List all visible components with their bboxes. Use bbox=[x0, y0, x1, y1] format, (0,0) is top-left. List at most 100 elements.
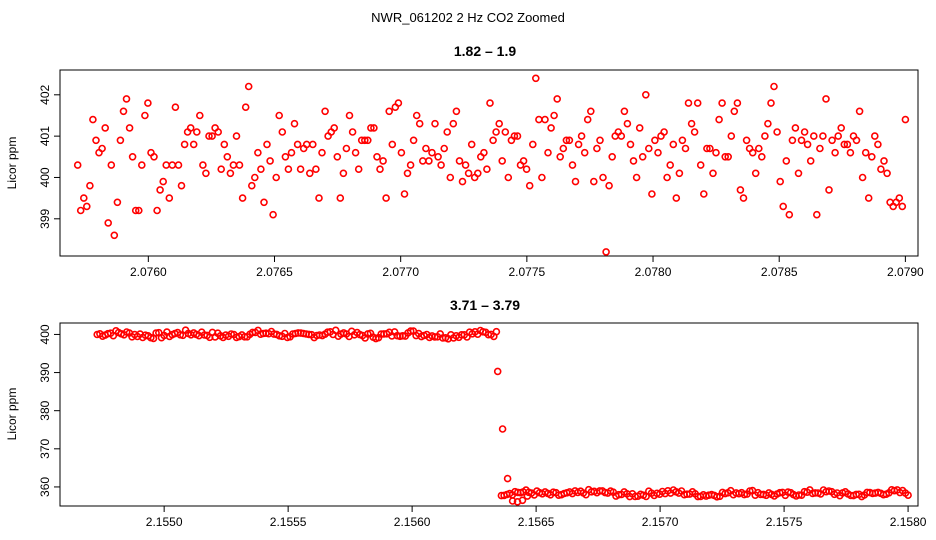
data-point bbox=[354, 165, 363, 173]
data-point bbox=[315, 194, 323, 202]
y-tick-label: 390 bbox=[38, 362, 52, 382]
data-point bbox=[418, 157, 427, 165]
x-tick-label: 2.1565 bbox=[518, 515, 555, 529]
data-point bbox=[870, 132, 879, 140]
data-point bbox=[904, 491, 912, 500]
data-point bbox=[803, 140, 812, 149]
data-point bbox=[880, 157, 888, 165]
data-point bbox=[443, 128, 452, 136]
data-point bbox=[788, 136, 797, 145]
data-point bbox=[703, 144, 711, 153]
data-point bbox=[135, 206, 143, 215]
data-point bbox=[528, 140, 537, 149]
data-point bbox=[220, 140, 229, 149]
data-point bbox=[104, 219, 112, 227]
data-point bbox=[538, 173, 546, 182]
data-point bbox=[525, 181, 534, 190]
data-point bbox=[531, 74, 540, 83]
data-point bbox=[257, 165, 265, 173]
data-point bbox=[422, 144, 430, 153]
data-point bbox=[394, 99, 403, 107]
data-point bbox=[431, 119, 439, 128]
data-point bbox=[425, 157, 433, 165]
data-point bbox=[321, 107, 329, 116]
data-point bbox=[724, 153, 733, 161]
data-point bbox=[86, 181, 94, 190]
data-point bbox=[144, 99, 152, 107]
data-point bbox=[296, 165, 305, 173]
data-point bbox=[504, 173, 513, 182]
data-point bbox=[452, 107, 461, 116]
data-point bbox=[489, 136, 497, 145]
data-point bbox=[678, 136, 687, 145]
data-point bbox=[458, 177, 467, 186]
data-point bbox=[119, 107, 128, 116]
data-point bbox=[370, 124, 378, 132]
data-point bbox=[113, 198, 122, 207]
data-point bbox=[730, 107, 739, 116]
data-point bbox=[608, 153, 617, 161]
panel-top-points bbox=[73, 74, 910, 256]
panel-top-y-axis-label: Licor ppm bbox=[5, 137, 19, 190]
data-point bbox=[840, 140, 849, 149]
data-point bbox=[223, 153, 232, 161]
panel-bottom-y-axis-label: Licor ppm bbox=[5, 388, 19, 441]
data-point bbox=[877, 165, 885, 173]
y-tick-label: 400 bbox=[38, 324, 52, 344]
data-point bbox=[473, 169, 482, 178]
data-point bbox=[669, 140, 678, 149]
data-point bbox=[580, 148, 589, 157]
x-tick-label: 2.0790 bbox=[887, 265, 924, 279]
data-point bbox=[116, 136, 125, 145]
data-point bbox=[577, 132, 586, 140]
data-point bbox=[898, 202, 907, 211]
data-point bbox=[174, 161, 183, 169]
panel-bottom-title: 3.71 – 3.79 bbox=[450, 297, 520, 313]
data-point bbox=[186, 124, 195, 132]
data-point bbox=[901, 115, 910, 124]
data-point bbox=[241, 103, 250, 111]
data-point bbox=[98, 144, 106, 153]
data-point bbox=[513, 132, 522, 140]
data-point bbox=[571, 177, 580, 186]
data-point bbox=[281, 153, 290, 161]
data-point bbox=[855, 107, 864, 116]
data-point bbox=[672, 194, 681, 202]
data-point bbox=[290, 119, 299, 128]
data-point bbox=[305, 169, 314, 178]
data-point bbox=[583, 115, 592, 124]
data-point bbox=[339, 169, 348, 178]
data-point bbox=[574, 140, 583, 149]
data-point bbox=[754, 144, 763, 153]
data-point bbox=[400, 190, 409, 198]
data-point bbox=[883, 169, 891, 178]
data-point bbox=[244, 82, 253, 91]
data-point bbox=[260, 198, 268, 207]
data-point bbox=[727, 132, 736, 140]
data-point bbox=[492, 128, 500, 136]
data-point bbox=[648, 190, 656, 198]
panel-top-y-axis: 399 400 401 402 bbox=[38, 84, 61, 229]
data-point bbox=[229, 161, 238, 169]
data-point bbox=[559, 144, 568, 153]
data-point bbox=[764, 119, 772, 128]
data-point bbox=[208, 132, 216, 140]
data-point bbox=[837, 124, 846, 132]
data-point bbox=[651, 136, 659, 145]
data-point bbox=[342, 144, 351, 153]
data-point bbox=[336, 194, 345, 202]
x-tick-label: 2.0765 bbox=[256, 265, 293, 279]
data-point bbox=[92, 136, 100, 145]
data-point bbox=[605, 181, 613, 190]
data-point bbox=[718, 99, 726, 107]
data-point bbox=[385, 107, 394, 116]
data-point bbox=[690, 128, 699, 136]
data-point bbox=[712, 148, 720, 157]
x-tick-label: 2.0785 bbox=[761, 265, 798, 279]
data-point bbox=[308, 140, 317, 149]
data-point bbox=[162, 161, 170, 169]
data-point bbox=[617, 132, 626, 140]
data-point bbox=[751, 169, 760, 178]
data-point bbox=[874, 140, 882, 149]
data-point bbox=[171, 103, 180, 111]
